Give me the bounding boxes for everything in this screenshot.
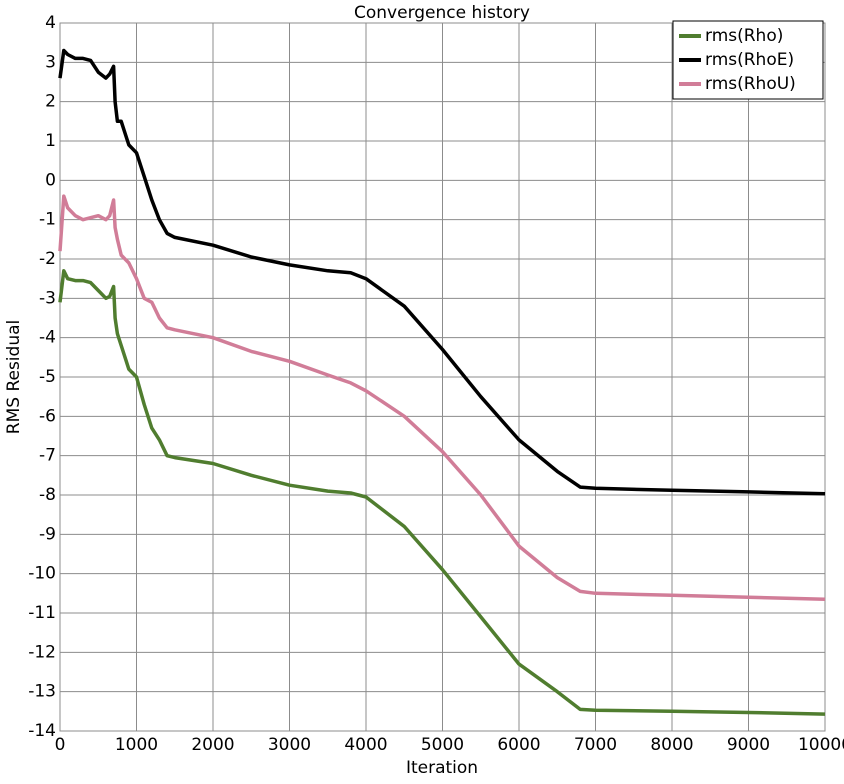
series-line [58, 269, 826, 716]
y-tick-label: -8 [39, 485, 56, 505]
y-tick-label: 0 [45, 170, 56, 190]
y-tick-label: -13 [28, 682, 56, 702]
legend: rms(Rho) rms(RhoE) rms(RhoU) [672, 20, 824, 100]
y-tick-label: -4 [39, 328, 56, 348]
x-tick-label: 9000 [727, 735, 770, 755]
y-tick-label: 2 [45, 92, 56, 112]
y-tick-label: 3 [45, 52, 56, 72]
y-axis-label: RMS Residual [4, 320, 24, 434]
y-tick-label: -10 [28, 564, 56, 584]
y-tick-label: -1 [39, 210, 56, 230]
x-tick-label: 10000 [798, 735, 844, 755]
y-tick-label: 1 [45, 131, 56, 151]
x-tick-label: 6000 [497, 735, 540, 755]
y-tick-label: -6 [39, 406, 56, 426]
x-axis-label: Iteration [406, 758, 478, 778]
x-tick-label: 7000 [574, 735, 617, 755]
y-tick-label: -12 [28, 642, 56, 662]
y-tick-label: -14 [28, 721, 56, 741]
x-tick-label: 1000 [115, 735, 158, 755]
y-tick-label: -2 [39, 249, 56, 269]
series-line [58, 48, 826, 496]
x-tick-label: 2000 [191, 735, 234, 755]
legend-label: rms(RhoU) [705, 74, 796, 94]
legend-label: rms(Rho) [705, 26, 783, 46]
x-tick-label: 8000 [650, 735, 693, 755]
plot-frame [59, 22, 826, 732]
y-tick-label: -3 [39, 288, 56, 308]
y-tick-label: -11 [28, 603, 56, 623]
y-tick-label: -7 [39, 446, 56, 466]
series-line [58, 194, 826, 601]
x-tick-label: 0 [55, 735, 66, 755]
chart-title: Convergence history [354, 3, 530, 23]
x-tick-label: 3000 [268, 735, 311, 755]
x-tick-label: 4000 [344, 735, 387, 755]
y-tick-label: -9 [39, 524, 56, 544]
x-tick-label: 5000 [421, 735, 464, 755]
legend-label: rms(RhoE) [705, 50, 794, 70]
y-tick-label: 4 [45, 13, 56, 33]
y-tick-label: -5 [39, 367, 56, 387]
